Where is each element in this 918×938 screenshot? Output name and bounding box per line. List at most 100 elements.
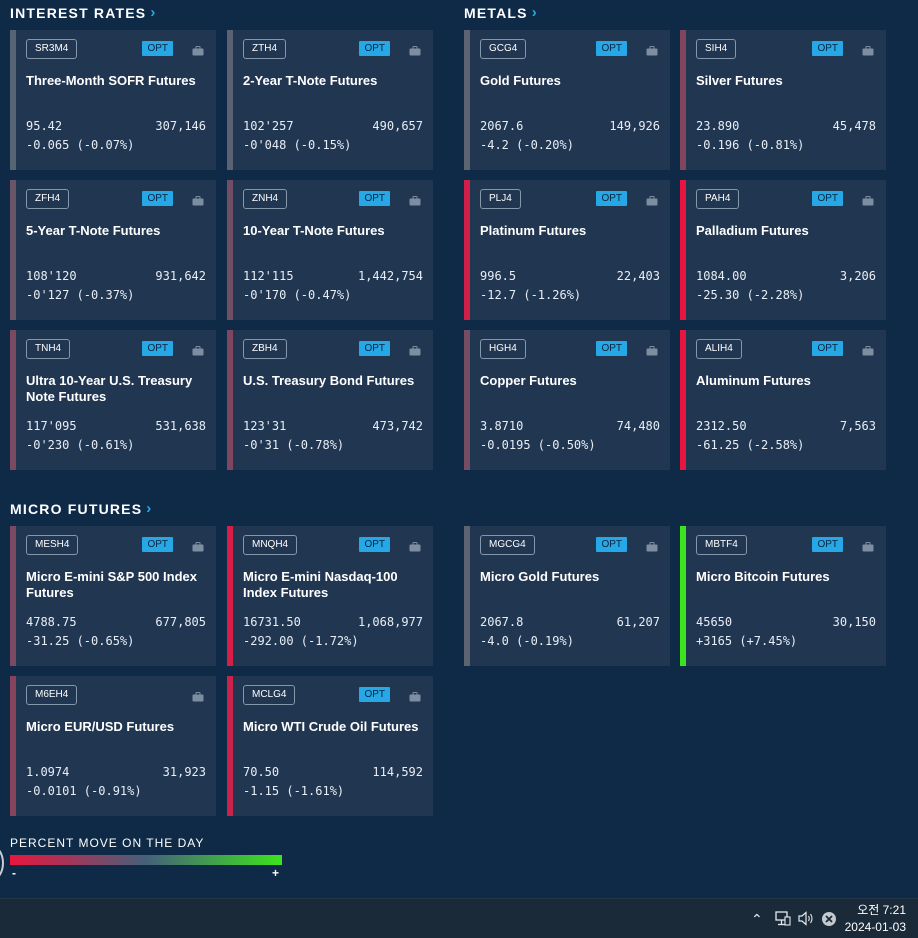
- futures-card-mbtf4[interactable]: MBTF4 OPT Micro Bitcoin Futures 45650 30,150…: [680, 526, 886, 666]
- briefcase-icon[interactable]: [862, 43, 874, 56]
- network-icon[interactable]: [775, 911, 791, 929]
- volume: 30,150: [832, 615, 876, 629]
- symbol-badge[interactable]: MBTF4: [696, 535, 747, 555]
- chevron-up-icon[interactable]: ⌃: [751, 911, 763, 927]
- futures-card-mclg4[interactable]: MCLG4 OPT Micro WTI Crude Oil Futures 70.50…: [227, 676, 433, 816]
- futures-card-mnqh4[interactable]: MNQH4 OPT Micro E-mini Nasdaq-100 Index Fu…: [227, 526, 433, 666]
- briefcase-icon[interactable]: [192, 193, 204, 206]
- options-badge[interactable]: OPT: [812, 537, 843, 552]
- futures-card-gcg4[interactable]: GCG4 OPT Gold Futures 2067.6 149,926 -4.2 (-0…: [464, 30, 670, 170]
- briefcase-icon[interactable]: [646, 343, 658, 356]
- futures-card-zth4[interactable]: ZTH4 OPT 2-Year T-Note Futures 102'257 490,6…: [227, 30, 433, 170]
- symbol-badge[interactable]: TNH4: [26, 339, 71, 359]
- briefcase-icon[interactable]: [862, 193, 874, 206]
- options-badge[interactable]: OPT: [142, 537, 173, 552]
- futures-card-m6eh4[interactable]: M6EH4 Micro EUR/USD Futures 1.0974 31,923 -0…: [10, 676, 216, 816]
- briefcase-icon[interactable]: [646, 43, 658, 56]
- options-badge[interactable]: OPT: [596, 537, 627, 552]
- futures-card-tnh4[interactable]: TNH4 OPT Ultra 10-Year U.S. Treasury Note …: [10, 330, 216, 470]
- futures-card-sr3m4[interactable]: SR3M4 OPT Three-Month SOFR Futures 95.42 307…: [10, 30, 216, 170]
- briefcase-icon[interactable]: [409, 193, 421, 206]
- symbol-badge[interactable]: SR3M4: [26, 39, 78, 59]
- volume: 61,207: [616, 615, 660, 629]
- chevron-right-icon: ›: [531, 4, 538, 21]
- speaker-icon[interactable]: [798, 911, 816, 929]
- symbol-badge[interactable]: M6EH4: [26, 685, 78, 705]
- contract-name: Micro Bitcoin Futures: [696, 569, 830, 584]
- symbol-badge[interactable]: GCG4: [480, 39, 527, 59]
- futures-card-hgh4[interactable]: HGH4 OPT Copper Futures 3.8710 74,480 -0.0195…: [464, 330, 670, 470]
- symbol-badge[interactable]: MNQH4: [243, 535, 298, 555]
- symbol-badge[interactable]: MGCG4: [480, 535, 535, 555]
- briefcase-icon[interactable]: [409, 343, 421, 356]
- futures-card-zbh4[interactable]: ZBH4 OPT U.S. Treasury Bond Futures 123'31 4…: [227, 330, 433, 470]
- volume: 7,563: [839, 419, 876, 433]
- floating-circle-widget[interactable]: [0, 846, 4, 880]
- briefcase-icon[interactable]: [646, 193, 658, 206]
- symbol-badge[interactable]: MCLG4: [243, 685, 296, 705]
- symbol-badge[interactable]: MESH4: [26, 535, 79, 555]
- percent-move-bar: [227, 30, 233, 170]
- symbol-badge[interactable]: ZFH4: [26, 189, 69, 209]
- options-badge[interactable]: OPT: [812, 341, 843, 356]
- contract-name: Micro Gold Futures: [480, 569, 600, 584]
- last-price: 70.50: [243, 765, 280, 779]
- percent-move-bar: [680, 330, 686, 470]
- options-badge[interactable]: OPT: [142, 341, 173, 356]
- briefcase-icon[interactable]: [192, 689, 204, 702]
- options-badge[interactable]: OPT: [142, 191, 173, 206]
- symbol-badge[interactable]: PLJ4: [480, 189, 521, 209]
- futures-card-plj4[interactable]: PLJ4 OPT Platinum Futures 996.5 22,403 -12.7 …: [464, 180, 670, 320]
- options-badge[interactable]: OPT: [142, 41, 173, 56]
- briefcase-icon[interactable]: [409, 539, 421, 552]
- last-price: 2067.8: [480, 615, 524, 629]
- briefcase-icon[interactable]: [646, 539, 658, 552]
- briefcase-icon[interactable]: [409, 689, 421, 702]
- futures-card-mgcg4[interactable]: MGCG4 OPT Micro Gold Futures 2067.8 61,207 -4…: [464, 526, 670, 666]
- section-metals[interactable]: METALS ›: [464, 4, 538, 21]
- options-badge[interactable]: OPT: [812, 41, 843, 56]
- futures-card-znh4[interactable]: ZNH4 OPT 10-Year T-Note Futures 112'115 1,44…: [227, 180, 433, 320]
- briefcase-icon[interactable]: [192, 43, 204, 56]
- briefcase-icon[interactable]: [192, 539, 204, 552]
- briefcase-icon[interactable]: [409, 43, 421, 56]
- symbol-badge[interactable]: HGH4: [480, 339, 526, 359]
- symbol-badge[interactable]: SIH4: [696, 39, 737, 59]
- futures-card-alih4[interactable]: ALIH4 OPT Aluminum Futures 2312.50 7,563 -61.…: [680, 330, 886, 470]
- symbol-badge[interactable]: ZNH4: [243, 189, 288, 209]
- futures-card-mesh4[interactable]: MESH4 OPT Micro E-mini S&P 500 Index Futur…: [10, 526, 216, 666]
- percent-move-bar: [227, 526, 233, 666]
- symbol-badge[interactable]: ZBH4: [243, 339, 287, 359]
- legend-title: PERCENT MOVE ON THE DAY: [10, 836, 205, 850]
- options-badge[interactable]: OPT: [596, 41, 627, 56]
- system-clock[interactable]: 오전 7:21 2024-01-03: [845, 902, 906, 936]
- options-badge[interactable]: OPT: [812, 191, 843, 206]
- futures-card-zfh4[interactable]: ZFH4 OPT 5-Year T-Note Futures 108'120 931,6…: [10, 180, 216, 320]
- section-micro-futures[interactable]: MICRO FUTURES ›: [10, 500, 152, 517]
- last-price: 2312.50: [696, 419, 747, 433]
- last-price: 1084.00: [696, 269, 747, 283]
- options-badge[interactable]: OPT: [359, 191, 390, 206]
- briefcase-icon[interactable]: [862, 343, 874, 356]
- futures-card-sih4[interactable]: SIH4 OPT Silver Futures 23.890 45,478 -0.196 …: [680, 30, 886, 170]
- symbol-badge[interactable]: ALIH4: [696, 339, 742, 359]
- volume: 1,068,977: [357, 615, 423, 629]
- options-badge[interactable]: OPT: [359, 537, 390, 552]
- briefcase-icon[interactable]: [862, 539, 874, 552]
- symbol-badge[interactable]: ZTH4: [243, 39, 286, 59]
- symbol-badge[interactable]: PAH4: [696, 189, 740, 209]
- briefcase-icon[interactable]: [192, 343, 204, 356]
- contract-name: 5-Year T-Note Futures: [26, 223, 161, 238]
- section-interest-rates[interactable]: INTEREST RATES ›: [10, 4, 157, 21]
- volume: 45,478: [832, 119, 876, 133]
- last-price: 117'095: [26, 419, 77, 433]
- options-badge[interactable]: OPT: [359, 687, 390, 702]
- options-badge[interactable]: OPT: [359, 41, 390, 56]
- options-badge[interactable]: OPT: [596, 191, 627, 206]
- options-badge[interactable]: OPT: [596, 341, 627, 356]
- volume: 931,642: [155, 269, 206, 283]
- futures-card-pah4[interactable]: PAH4 OPT Palladium Futures 1084.00 3,206 -25.…: [680, 180, 886, 320]
- options-badge[interactable]: OPT: [359, 341, 390, 356]
- close-circle-icon[interactable]: [821, 911, 837, 930]
- percent-move-bar: [227, 180, 233, 320]
